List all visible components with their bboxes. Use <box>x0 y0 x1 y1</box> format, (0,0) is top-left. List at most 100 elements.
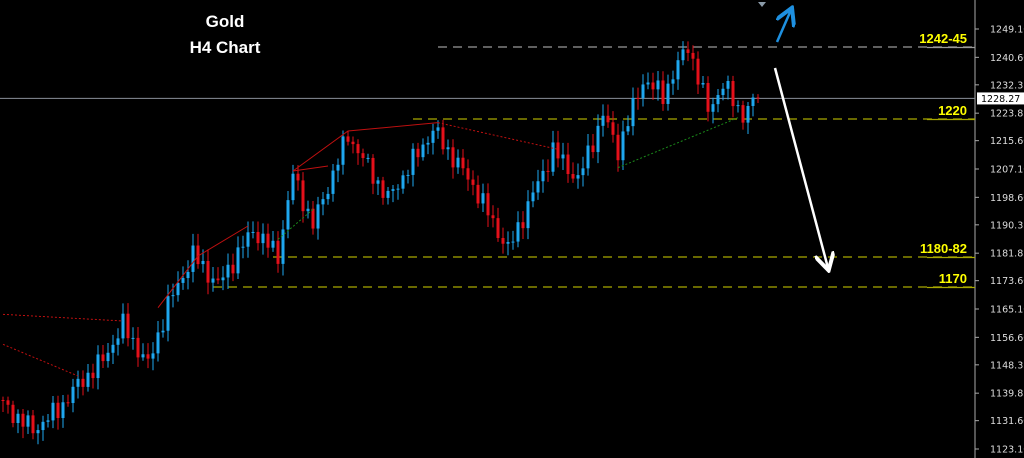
candle-body <box>591 145 595 153</box>
candle-body <box>561 154 565 159</box>
candle <box>626 115 630 136</box>
candle <box>356 139 360 165</box>
candle-body <box>196 245 200 265</box>
candle-body <box>641 84 645 99</box>
y-tick-label: 1207.10 <box>990 165 1024 176</box>
candle-body <box>416 148 420 158</box>
candle-body <box>321 199 325 205</box>
candle-body <box>136 337 140 358</box>
candle <box>231 253 235 282</box>
candle-body <box>676 60 680 80</box>
candle-body <box>301 180 305 212</box>
candle <box>586 133 590 176</box>
y-tick-label: 1215.60 <box>990 136 1024 147</box>
candle <box>546 159 550 182</box>
candle-body <box>576 175 580 179</box>
candle <box>336 158 340 183</box>
candle <box>81 370 85 396</box>
candle <box>416 142 420 167</box>
candle <box>591 134 595 159</box>
y-tick-label: 1139.85 <box>990 389 1024 400</box>
candle <box>481 183 485 213</box>
candle-body <box>31 415 35 434</box>
candle-body <box>16 413 20 423</box>
candle <box>141 343 145 361</box>
candle-body <box>646 82 650 85</box>
candle <box>441 119 445 155</box>
candle-body <box>121 313 125 339</box>
candle-body <box>331 170 335 194</box>
candle-body <box>431 130 435 143</box>
candle-body <box>696 58 700 85</box>
candle <box>176 271 180 302</box>
candle-body <box>311 208 315 229</box>
candle-body <box>471 179 475 185</box>
candle-body <box>56 402 60 419</box>
y-tick-label: 1148.35 <box>990 360 1024 371</box>
candle <box>426 136 430 155</box>
candle-body <box>126 313 130 339</box>
candle <box>516 211 520 248</box>
candle-body <box>206 260 210 283</box>
candle <box>106 343 110 368</box>
y-tick-label: 1173.60 <box>990 276 1024 287</box>
candle-body <box>686 49 690 53</box>
y-tick-label: 1131.60 <box>990 416 1024 427</box>
candle <box>291 164 295 205</box>
candle <box>436 120 440 139</box>
candle <box>566 142 570 183</box>
candle-body <box>381 180 385 198</box>
candle-body <box>681 49 685 61</box>
candle-body <box>491 215 495 219</box>
candle-body <box>341 136 345 165</box>
candle <box>531 181 535 208</box>
candle-body <box>631 97 635 127</box>
candle-body <box>281 229 285 264</box>
candle <box>116 328 120 356</box>
candle-body <box>66 402 70 404</box>
candle <box>341 130 345 175</box>
candle-body <box>741 105 745 123</box>
candle <box>691 45 695 71</box>
candle <box>251 221 255 239</box>
candle <box>91 363 95 389</box>
candle <box>701 75 705 88</box>
candle <box>581 156 585 187</box>
candle <box>51 396 55 429</box>
candle <box>216 267 220 285</box>
candle <box>266 223 270 258</box>
candle-body <box>346 136 350 142</box>
candle-body <box>451 147 455 168</box>
candle <box>281 220 285 276</box>
candle-body <box>656 80 660 90</box>
candle-body <box>241 246 245 248</box>
candle-body <box>606 115 610 123</box>
chart-shift-marker-icon <box>758 2 766 7</box>
level-label: 1170 <box>939 271 967 286</box>
candle <box>686 41 690 62</box>
candle <box>396 184 400 200</box>
candle <box>536 169 540 200</box>
bearish-arrow-icon <box>773 67 828 268</box>
candle <box>26 410 30 435</box>
candle-body <box>521 222 525 229</box>
trendline <box>2 343 79 377</box>
candle <box>526 190 530 240</box>
candle-body <box>1 400 5 401</box>
candle-body <box>441 127 445 150</box>
candle-body <box>716 95 720 105</box>
candle-body <box>666 83 670 104</box>
candle <box>191 233 195 283</box>
candle-body <box>586 145 590 169</box>
candle <box>346 130 350 146</box>
candle <box>146 343 150 369</box>
candle <box>376 176 380 196</box>
candle <box>571 162 575 183</box>
candle <box>751 93 755 117</box>
candle <box>401 170 405 194</box>
candle-body <box>731 81 735 107</box>
candle <box>271 230 275 252</box>
candle-body <box>46 420 50 422</box>
y-tick-label: 1190.35 <box>990 220 1024 231</box>
